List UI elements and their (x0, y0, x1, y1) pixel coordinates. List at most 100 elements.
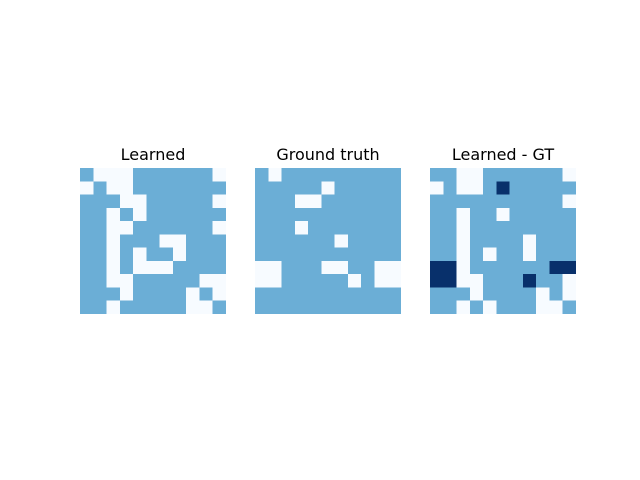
heatmap-cell (361, 181, 375, 195)
heatmap-cell (549, 287, 564, 302)
heatmap-cell (294, 181, 309, 195)
heatmap-cell (80, 260, 94, 275)
heatmap-cell (456, 221, 471, 235)
heatmap-cell (483, 194, 497, 209)
heatmap-cell (119, 247, 134, 262)
heatmap-cell (186, 300, 200, 314)
heatmap-cell (106, 207, 121, 222)
heatmap-cell (186, 181, 200, 195)
heatmap-cell (334, 168, 349, 182)
heatmap-cell (172, 194, 187, 209)
heatmap-cell (119, 194, 134, 209)
heatmap-cell (80, 168, 94, 182)
heatmap-cell (119, 287, 134, 302)
heatmap-cell (430, 247, 444, 262)
heatmap-cell (334, 181, 349, 195)
heatmap-cell (80, 181, 94, 195)
heatmap-cell (549, 194, 564, 209)
heatmap-cell (374, 260, 389, 275)
heatmap-cell (133, 207, 147, 222)
heatmap-cell (536, 260, 550, 275)
heatmap-cell (562, 247, 576, 262)
heatmap-cell (361, 247, 375, 262)
heatmap-cell (281, 234, 296, 249)
heatmap-cell (321, 168, 336, 182)
heatmap-cell (549, 260, 564, 275)
heatmap-cell (268, 247, 282, 262)
heatmap-cell (549, 247, 564, 262)
heatmap-cell (483, 274, 497, 288)
heatmap-cell (430, 221, 444, 235)
heatmap-cell (347, 168, 362, 182)
heatmap-cell (321, 194, 336, 209)
heatmap-cell (496, 234, 511, 249)
heatmap-cell (522, 181, 537, 195)
heatmap-cell (536, 234, 550, 249)
heatmap-cell (294, 260, 309, 275)
heatmap-cell (255, 247, 269, 262)
heatmap-cell (281, 194, 296, 209)
heatmap-cell (133, 181, 147, 195)
heatmap-cell (106, 181, 121, 195)
heatmap-cell (80, 234, 94, 249)
heatmap-cell (186, 221, 200, 235)
heatmap-cell (268, 194, 282, 209)
heatmap-cell (430, 274, 444, 288)
heatmap-cell (268, 287, 282, 302)
heatmap-cell (469, 168, 484, 182)
heatmap-cell (119, 207, 134, 222)
heatmap-cell (347, 260, 362, 275)
heatmap-cell (186, 194, 200, 209)
heatmap-cell (483, 207, 497, 222)
heatmap-cell (509, 221, 524, 235)
heatmap-cell (80, 194, 94, 209)
heatmap-cell (496, 194, 511, 209)
heatmap-cell (347, 181, 362, 195)
heatmap-cell (146, 287, 161, 302)
heatmap-cell (443, 300, 457, 314)
heatmap-cell (387, 274, 401, 288)
heatmap-cell (509, 168, 524, 182)
heatmap-cell (469, 247, 484, 262)
heatmap-cell (93, 207, 107, 222)
heatmap-cell (347, 221, 362, 235)
heatmap-cell (347, 287, 362, 302)
heatmap-cell (469, 287, 484, 302)
heatmap-cell (522, 274, 537, 288)
heatmap-cell (321, 260, 336, 275)
heatmap-cell (562, 207, 576, 222)
heatmap-cell (106, 168, 121, 182)
heatmap-cell (93, 260, 107, 275)
heatmap-cell (387, 300, 401, 314)
heatmap-cell (469, 260, 484, 275)
heatmap-cell (93, 168, 107, 182)
heatmap-cell (93, 221, 107, 235)
heatmap-cell (443, 168, 457, 182)
heatmap-cell (133, 234, 147, 249)
heatmap-cell (509, 247, 524, 262)
heatmap-cell (212, 260, 226, 275)
heatmap-cell (159, 247, 174, 262)
panel-title: Ground truth (276, 145, 380, 164)
heatmap-cell (469, 221, 484, 235)
heatmap-cell (93, 287, 107, 302)
heatmap-cell (186, 234, 200, 249)
heatmap-cell (536, 181, 550, 195)
heatmap-cell (483, 287, 497, 302)
heatmap-cell (549, 234, 564, 249)
heatmap-cell (186, 274, 200, 288)
heatmap-cell (308, 234, 322, 249)
heatmap-cell (443, 274, 457, 288)
heatmap-cell (212, 194, 226, 209)
heatmap-cell (562, 300, 576, 314)
heatmap-cell (281, 260, 296, 275)
heatmap-cell (159, 181, 174, 195)
heatmap-cell (361, 221, 375, 235)
heatmap-cell (308, 221, 322, 235)
heatmap-cell (522, 234, 537, 249)
heatmap-cell (387, 181, 401, 195)
heatmap-cell (186, 247, 200, 262)
heatmap-cell (347, 194, 362, 209)
heatmap-cell (268, 181, 282, 195)
heatmap-cell (334, 287, 349, 302)
